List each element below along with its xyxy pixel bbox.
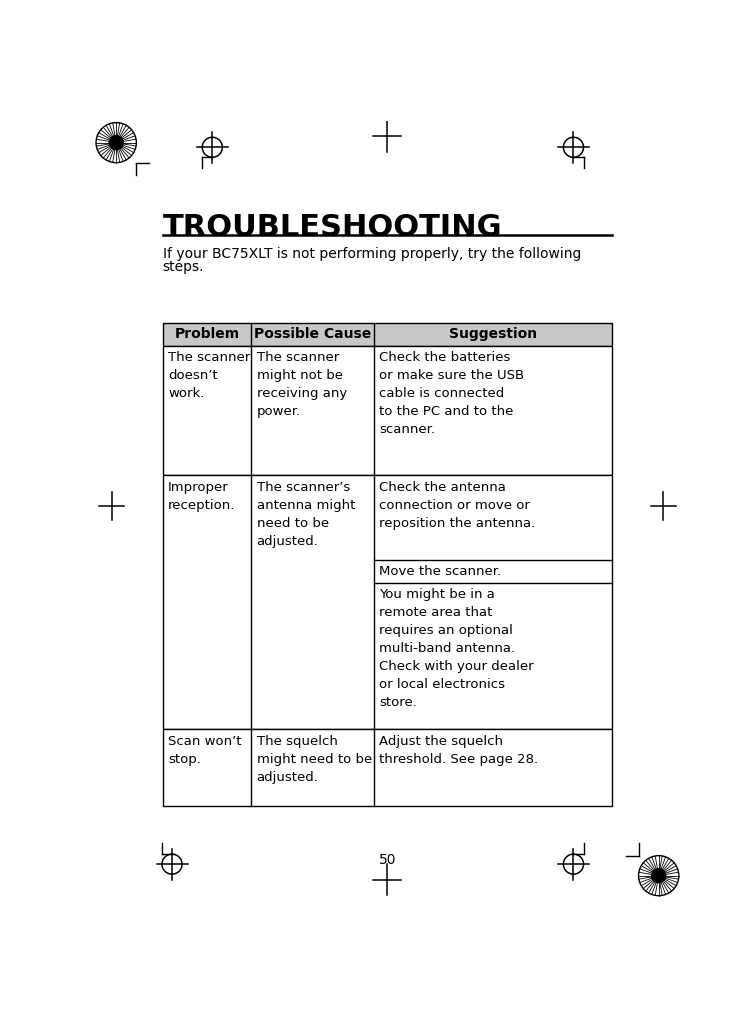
Text: The squelch
might need to be
adjusted.: The squelch might need to be adjusted. (257, 735, 372, 784)
Text: You might be in a
remote area that
requires an optional
multi-band antenna.
Chec: You might be in a remote area that requi… (379, 588, 534, 709)
Text: steps.: steps. (163, 259, 204, 273)
Text: Check the batteries
or make sure the USB
cable is connected
to the PC and to the: Check the batteries or make sure the USB… (379, 351, 524, 436)
Text: Possible Cause: Possible Cause (254, 327, 371, 341)
Bar (163, 475, 612, 730)
Text: The scanner
doesn’t
work.: The scanner doesn’t work. (168, 351, 250, 401)
Bar (163, 730, 612, 806)
Text: Adjust the squelch
threshold. See page 28.: Adjust the squelch threshold. See page 2… (379, 735, 538, 766)
Circle shape (652, 869, 666, 883)
Text: Check the antenna
connection or move or
reposition the antenna.: Check the antenna connection or move or … (379, 480, 535, 530)
Text: Move the scanner.: Move the scanner. (379, 565, 501, 578)
Text: The scanner’s
antenna might
need to be
adjusted.: The scanner’s antenna might need to be a… (257, 480, 355, 548)
Text: Improper
reception.: Improper reception. (168, 480, 236, 512)
Circle shape (109, 135, 123, 149)
Bar (163, 323, 612, 346)
Text: Scan won’t
stop.: Scan won’t stop. (168, 735, 242, 766)
Text: 50: 50 (379, 854, 396, 868)
Text: If your BC75XLT is not performing properly, try the following: If your BC75XLT is not performing proper… (163, 246, 581, 260)
Text: The scanner
might not be
receiving any
power.: The scanner might not be receiving any p… (257, 351, 347, 419)
Text: Suggestion: Suggestion (449, 327, 537, 341)
Bar (163, 346, 612, 475)
Text: Problem: Problem (175, 327, 240, 341)
Text: TROUBLESHOOTING: TROUBLESHOOTING (163, 214, 502, 242)
